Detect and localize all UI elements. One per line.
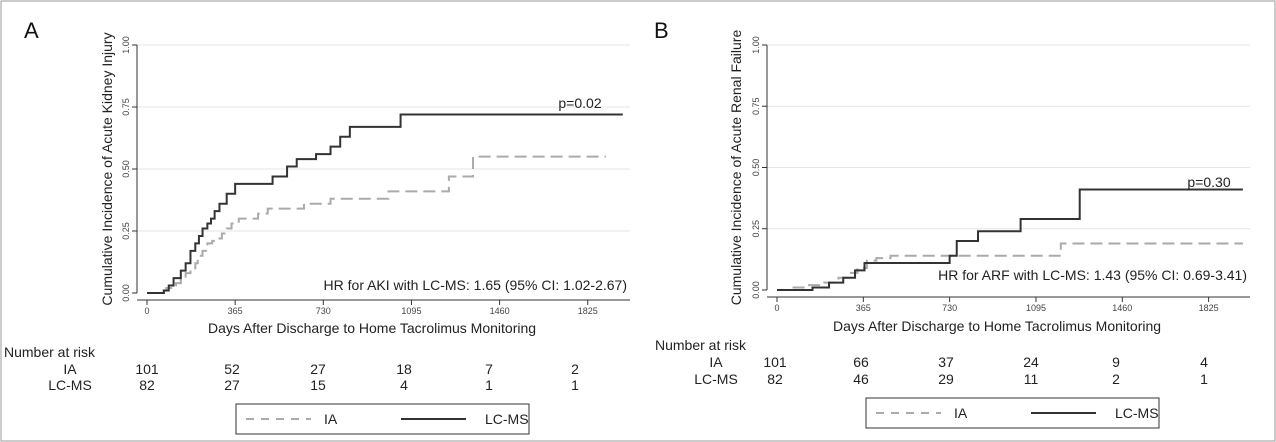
legend-box [865,397,1160,429]
legend-box [235,403,530,435]
y-tick-label: 0.00 [121,284,131,302]
x-tick-label: 0 [774,303,779,313]
x-tick-label: 1460 [490,306,510,316]
risk-value: 27 [224,377,240,393]
y-axis-label: Cumulative Incidence of Acute Renal Fail… [728,30,744,306]
y-axis-label: Cumulative Incidence of Acute Kidney Inj… [99,32,115,305]
y-tick-label: 1.00 [751,36,761,54]
series-line-lc-ms [777,188,1243,291]
risk-table-title: Number at risk [655,337,747,353]
panel-b: B 0.00 0.25 0.50 0.75 1.00 0 365 730 1095 1460 1825… [654,18,1250,429]
risk-value: 1 [485,377,493,393]
y-tick-label: 0.50 [121,160,131,178]
legend-label-lc-ms: LC-MS [485,411,529,427]
x-tick-label: 1825 [578,306,598,316]
risk-value: 15 [310,377,326,393]
y-tick-label: 0.25 [751,220,761,238]
risk-value: 37 [938,354,954,370]
legend-label-lc-ms: LC-MS [1115,405,1159,421]
risk-value: 4 [400,377,408,393]
panel-a: A0.000.250.500.751.000 365 730 1095 1460 1825… [4,18,630,435]
y-tick-label: 0.75 [751,97,761,115]
risk-value: 24 [1023,354,1039,370]
series-line-ia [777,242,1243,291]
y-tick-label: 1.00 [121,36,131,54]
risk-value: 101 [135,361,159,377]
legend-label-ia: IA [324,411,338,427]
risk-value: 9 [1112,354,1120,370]
x-tick-label: 365 [856,303,871,313]
series-line-ia [147,155,606,294]
risk-value: 18 [396,361,412,377]
risk-value: 1 [571,377,579,393]
risk-value: 52 [224,361,240,377]
x-tick-label: 1460 [1112,303,1132,313]
y-tick-label: 0.75 [121,98,131,116]
risk-value: 2 [571,361,579,377]
series-line-lc-ms [147,113,623,294]
risk-value: 101 [763,354,787,370]
x-tick-label: 1095 [401,306,421,316]
risk-value: 29 [938,371,954,387]
hr-annotation: HR for AKI with LC-MS: 1.65 (95% CI: 1.0… [324,277,627,293]
risk-value: 2 [1112,371,1120,387]
x-tick-label: 0 [144,306,149,316]
x-tick-label: 730 [316,306,331,316]
y-tick-label: 0.50 [751,159,761,177]
risk-value: 4 [1200,354,1208,370]
p-value: p=0.30 [1187,174,1230,190]
panel-label: B [654,18,669,43]
risk-row-label: IA [709,354,723,370]
risk-row-label: LC-MS [694,371,738,387]
x-tick-label: 365 [228,306,243,316]
x-tick-label: 730 [942,303,957,313]
x-axis-label: Days After Discharge to Home Tacrolimus … [208,320,536,336]
risk-value: 27 [310,361,326,377]
legend-label-ia: IA [954,405,968,421]
risk-value: 66 [853,354,869,370]
risk-value: 11 [1024,371,1039,387]
x-tick-label: 1825 [1199,303,1219,313]
risk-row-label: LC-MS [48,377,92,393]
y-tick-label: 0.25 [121,222,131,240]
risk-row-label: IA [63,361,77,377]
risk-value: 7 [485,361,493,377]
risk-value: 46 [853,371,869,387]
x-axis-label: Days After Discharge to Home Tacrolimus … [833,318,1161,334]
risk-value: 82 [767,371,783,387]
risk-value: 82 [139,377,155,393]
x-tick-label: 1095 [1026,303,1046,313]
risk-table-title: Number at risk [4,344,96,360]
hr-annotation: HR for ARF with LC-MS: 1.43 (95% CI: 0.6… [938,267,1247,283]
y-tick-label: 0.00 [751,281,761,299]
panel-label: A [24,18,39,43]
risk-value: 1 [1200,371,1208,387]
p-value: p=0.02 [558,95,601,111]
